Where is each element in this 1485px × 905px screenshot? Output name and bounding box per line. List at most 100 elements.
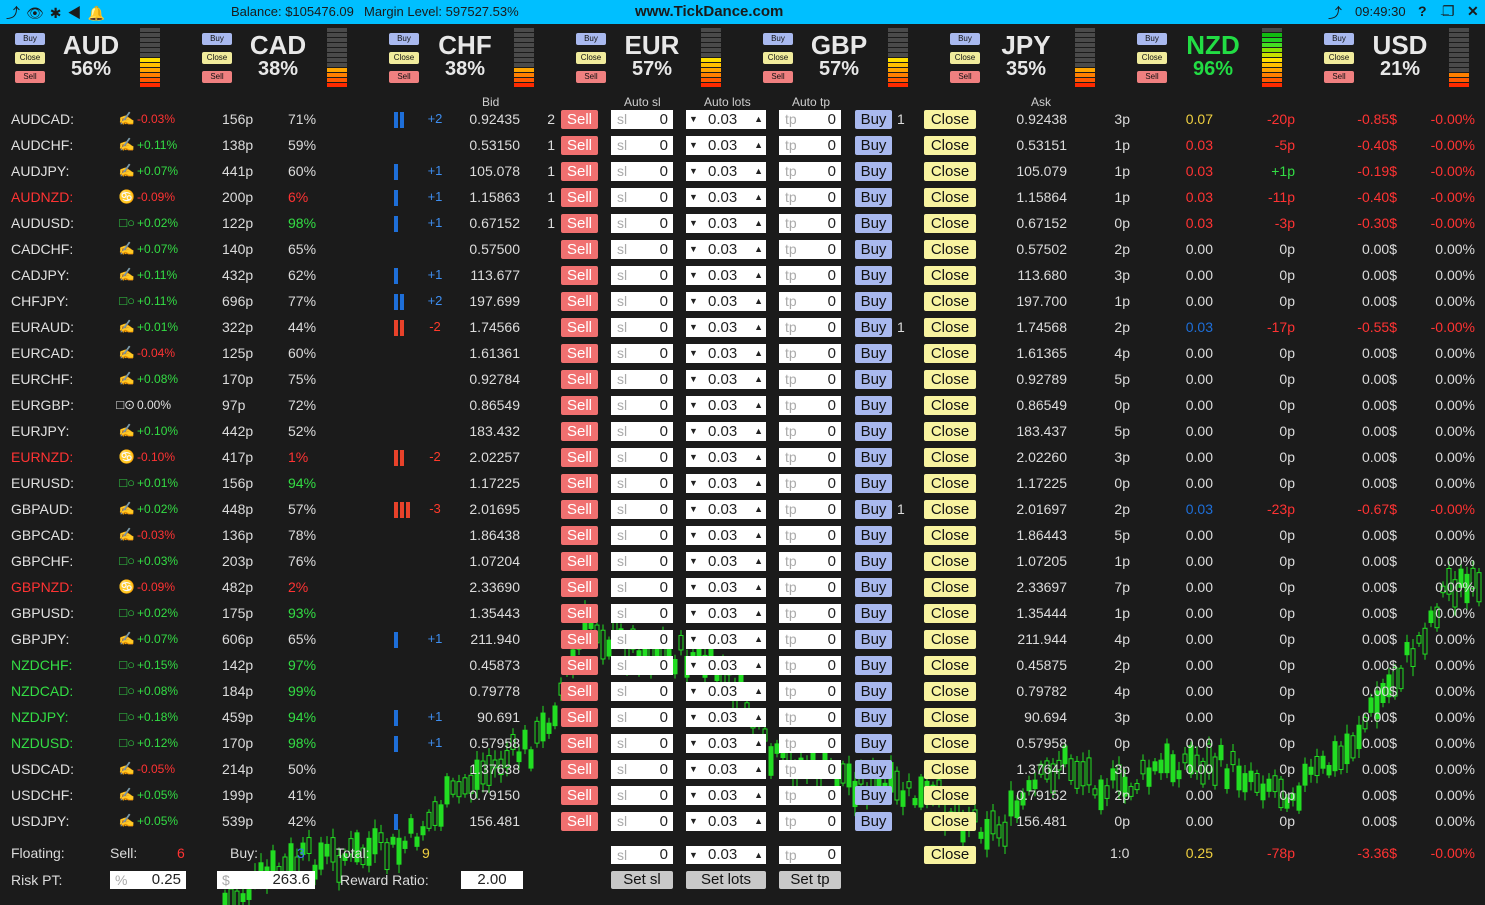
chevron-down-icon[interactable]: ▼ <box>689 478 698 488</box>
set-tp-button[interactable]: Set tp <box>779 871 841 889</box>
buy-button[interactable]: Buy <box>855 448 892 467</box>
sell-button[interactable]: Sell <box>561 734 598 753</box>
chevron-up-icon[interactable]: ▲ <box>754 270 763 280</box>
lots-stepper[interactable]: ▼ 0.03 ▲ <box>686 682 766 701</box>
buy-button[interactable]: Buy <box>855 760 892 779</box>
chevron-down-icon[interactable]: ▼ <box>689 712 698 722</box>
chart-up-icon[interactable]: ⤴ <box>1328 5 1342 21</box>
lots-stepper[interactable]: ▼ 0.03 ▲ <box>686 448 766 467</box>
buy-button[interactable]: Buy <box>855 266 892 285</box>
close-button[interactable]: Close <box>924 474 976 493</box>
close-button[interactable]: Close <box>924 110 976 129</box>
buy-button[interactable]: Buy <box>855 630 892 649</box>
lots-stepper[interactable]: ▼ 0.03 ▲ <box>686 318 766 337</box>
sl-input[interactable]: sl 0 <box>611 318 673 337</box>
currency-close-button[interactable]: Close <box>950 52 980 64</box>
close-button[interactable]: Close <box>924 448 976 467</box>
reward-ratio-input[interactable]: 2.00 <box>461 871 523 889</box>
pair-symbol[interactable]: USDCHF: <box>11 787 74 803</box>
close-button[interactable]: Close <box>924 656 976 675</box>
chevron-down-icon[interactable]: ▼ <box>689 114 698 124</box>
global-lots-stepper[interactable]: ▼ 0.03 ▲ <box>686 846 766 864</box>
tp-input[interactable]: tp 0 <box>779 136 841 155</box>
tp-input[interactable]: tp 0 <box>779 682 841 701</box>
buy-button[interactable]: Buy <box>855 500 892 519</box>
buy-button[interactable]: Buy <box>855 786 892 805</box>
chevron-down-icon[interactable]: ▼ <box>689 140 698 150</box>
chevron-up-icon[interactable]: ▲ <box>754 712 763 722</box>
chevron-up-icon[interactable]: ▲ <box>754 582 763 592</box>
chevron-down-icon[interactable]: ▼ <box>689 452 698 462</box>
sl-input[interactable]: sl 0 <box>611 578 673 597</box>
chevron-down-icon[interactable]: ▼ <box>689 850 698 860</box>
buy-button[interactable]: Buy <box>855 682 892 701</box>
currency-close-button[interactable]: Close <box>202 52 232 64</box>
pair-symbol[interactable]: EURCHF: <box>11 371 74 387</box>
sl-input[interactable]: sl 0 <box>611 682 673 701</box>
sl-input[interactable]: sl 0 <box>611 188 673 207</box>
chevron-up-icon[interactable]: ▲ <box>754 686 763 696</box>
chevron-down-icon[interactable]: ▼ <box>689 192 698 202</box>
currency-sell-button[interactable]: Sell <box>950 71 980 83</box>
currency-buy-button[interactable]: Buy <box>389 33 419 45</box>
buy-button[interactable]: Buy <box>855 734 892 753</box>
sell-button[interactable]: Sell <box>561 396 598 415</box>
tp-input[interactable]: tp 0 <box>779 474 841 493</box>
tp-input[interactable]: tp 0 <box>779 500 841 519</box>
sl-input[interactable]: sl 0 <box>611 500 673 519</box>
buy-button[interactable]: Buy <box>855 370 892 389</box>
tp-input[interactable]: tp 0 <box>779 318 841 337</box>
risk-usd-input[interactable]: $ 263.6 <box>217 871 315 889</box>
close-button[interactable]: Close <box>924 682 976 701</box>
sl-input[interactable]: sl 0 <box>611 214 673 233</box>
sl-input[interactable]: sl 0 <box>611 396 673 415</box>
chevron-up-icon[interactable]: ▲ <box>754 478 763 488</box>
lots-stepper[interactable]: ▼ 0.03 ▲ <box>686 136 766 155</box>
pair-symbol[interactable]: GBPUSD: <box>11 605 75 621</box>
currency-close-button[interactable]: Close <box>576 52 606 64</box>
currency-close-button[interactable]: Close <box>1324 52 1354 64</box>
pair-symbol[interactable]: AUDCAD: <box>11 111 75 127</box>
sell-button[interactable]: Sell <box>561 630 598 649</box>
tp-input[interactable]: tp 0 <box>779 448 841 467</box>
sell-button[interactable]: Sell <box>561 214 598 233</box>
chevron-up-icon[interactable]: ▲ <box>754 850 763 860</box>
pair-symbol[interactable]: AUDJPY: <box>11 163 70 179</box>
sell-button[interactable]: Sell <box>561 604 598 623</box>
sl-input[interactable]: sl 0 <box>611 266 673 285</box>
tp-input[interactable]: tp 0 <box>779 422 841 441</box>
sell-button[interactable]: Sell <box>561 578 598 597</box>
buy-button[interactable]: Buy <box>855 110 892 129</box>
sell-button[interactable]: Sell <box>561 526 598 545</box>
pair-symbol[interactable]: GBPCHF: <box>11 553 74 569</box>
currency-close-button[interactable]: Close <box>763 52 793 64</box>
tp-input[interactable]: tp 0 <box>779 370 841 389</box>
buy-button[interactable]: Buy <box>855 214 892 233</box>
close-button[interactable]: Close <box>924 266 976 285</box>
sl-input[interactable]: sl 0 <box>611 604 673 623</box>
currency-buy-button[interactable]: Buy <box>763 33 793 45</box>
sell-button[interactable]: Sell <box>561 344 598 363</box>
chevron-up-icon[interactable]: ▲ <box>754 608 763 618</box>
sl-input[interactable]: sl 0 <box>611 240 673 259</box>
chevron-up-icon[interactable]: ▲ <box>754 452 763 462</box>
chevron-up-icon[interactable]: ▲ <box>754 296 763 306</box>
chevron-down-icon[interactable]: ▼ <box>689 296 698 306</box>
sl-input[interactable]: sl 0 <box>611 812 673 831</box>
close-button[interactable]: Close <box>924 604 976 623</box>
chevron-up-icon[interactable]: ▲ <box>754 374 763 384</box>
chevron-down-icon[interactable]: ▼ <box>689 686 698 696</box>
pair-symbol[interactable]: GBPNZD: <box>11 579 74 595</box>
sell-button[interactable]: Sell <box>561 318 598 337</box>
sl-input[interactable]: sl 0 <box>611 708 673 727</box>
sell-button[interactable]: Sell <box>561 266 598 285</box>
chevron-up-icon[interactable]: ▲ <box>754 738 763 748</box>
lots-stepper[interactable]: ▼ 0.03 ▲ <box>686 604 766 623</box>
currency-buy-button[interactable]: Buy <box>576 33 606 45</box>
currency-sell-button[interactable]: Sell <box>15 71 45 83</box>
currency-buy-button[interactable]: Buy <box>1324 33 1354 45</box>
chevron-up-icon[interactable]: ▲ <box>754 322 763 332</box>
speaker-icon[interactable]: ◀ <box>67 5 88 21</box>
sl-input[interactable]: sl 0 <box>611 552 673 571</box>
lots-stepper[interactable]: ▼ 0.03 ▲ <box>686 240 766 259</box>
